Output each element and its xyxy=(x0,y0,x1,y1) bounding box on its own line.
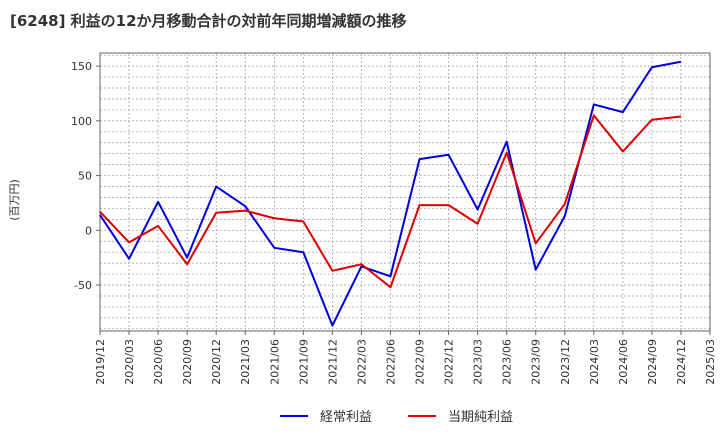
series-layer xyxy=(99,60,682,327)
x-tick-label: 2022/09 xyxy=(414,339,427,385)
y-tick-label: 100 xyxy=(71,115,92,128)
x-tick-label: 2021/03 xyxy=(239,339,252,385)
x-tick-label: 2019/12 xyxy=(94,339,107,385)
y-axis-label: (百万円) xyxy=(8,179,21,221)
legend-label-2: 当期純利益 xyxy=(448,410,513,425)
x-tick-label: 2023/03 xyxy=(472,339,485,385)
x-tick-label: 2023/09 xyxy=(530,339,543,385)
grid-layer xyxy=(99,53,711,331)
x-tick-label: 2023/12 xyxy=(559,339,572,385)
y-tick-label: 0 xyxy=(85,224,92,237)
chart-title: [6248] 利益の12か月移動合計の対前年同期増減額の推移 xyxy=(10,12,407,30)
x-tick-label: 2020/09 xyxy=(181,339,194,385)
y-tick-label: 50 xyxy=(78,170,92,183)
x-tick-label: 2022/12 xyxy=(443,339,456,385)
x-axis-ticks: 2019/12 2020/03 2020/06 2020/09 2020/12 2021/… xyxy=(94,331,717,385)
x-tick-label: 2024/06 xyxy=(617,339,630,385)
series-line-1 xyxy=(99,60,682,327)
x-tick-label: 2024/03 xyxy=(588,339,601,385)
y-tick-label: 150 xyxy=(71,60,92,73)
legend: 経常利益 当期純利益 xyxy=(280,410,513,425)
series-line-2 xyxy=(99,114,682,289)
x-tick-label: 2020/03 xyxy=(123,339,136,385)
x-tick-label: 2024/09 xyxy=(646,339,659,385)
y-tick-label: -50 xyxy=(74,279,92,292)
plot-area-frame xyxy=(99,52,711,332)
x-tick-label: 2020/12 xyxy=(210,339,223,385)
x-tick-label: 2021/12 xyxy=(326,339,339,385)
x-tick-label: 2023/06 xyxy=(501,339,514,385)
x-tick-label: 2025/03 xyxy=(704,339,717,385)
x-tick-label: 2021/06 xyxy=(268,339,281,385)
legend-label-1: 経常利益 xyxy=(320,410,372,425)
x-tick-label: 2020/06 xyxy=(152,339,165,385)
x-tick-label: 2022/03 xyxy=(355,339,368,385)
x-tick-label: 2024/12 xyxy=(675,339,688,385)
y-axis-ticks: 150 100 50 0 -50 xyxy=(71,60,100,292)
x-tick-label: 2021/09 xyxy=(297,339,310,385)
x-tick-label: 2022/06 xyxy=(384,339,397,385)
